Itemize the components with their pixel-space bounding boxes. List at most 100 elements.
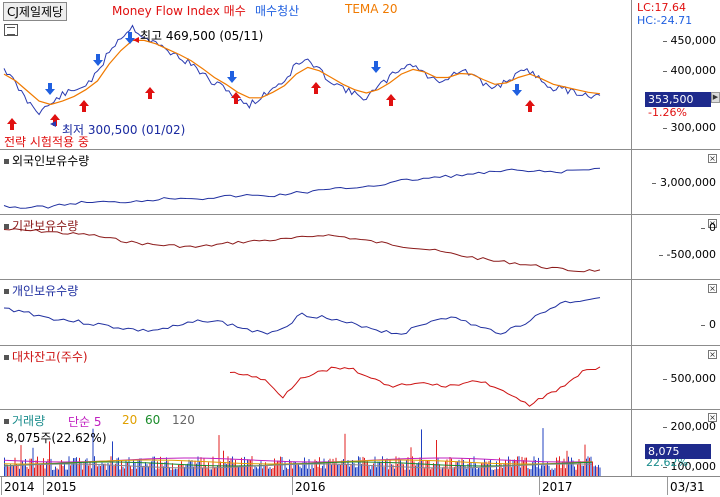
volume-bar bbox=[580, 461, 581, 476]
volume-bar bbox=[154, 456, 155, 476]
volume-title: 거래량 bbox=[4, 412, 45, 429]
short-balance-title-text: 대차잔고(주수) bbox=[12, 350, 88, 364]
short-balance-axis[interactable]: × 500,000 bbox=[632, 346, 720, 409]
volume-bar bbox=[122, 466, 124, 476]
volume-bar bbox=[212, 456, 214, 476]
symbol-label[interactable]: CJ제일제당 bbox=[3, 2, 68, 21]
foreign-plot-area[interactable]: 외국인보유수량 bbox=[0, 150, 632, 214]
volume-bar bbox=[92, 428, 94, 476]
close-pane-icon[interactable]: × bbox=[708, 350, 717, 359]
buy-signal-arrow bbox=[7, 118, 17, 130]
volume-bar bbox=[362, 456, 364, 476]
buy-signal-arrow bbox=[145, 87, 155, 99]
date-label: 2015 bbox=[43, 477, 77, 495]
volume-bar bbox=[575, 469, 577, 476]
volume-bar bbox=[340, 465, 341, 476]
volume-bar bbox=[202, 467, 203, 476]
volume-bar bbox=[391, 464, 392, 476]
volume-bar bbox=[359, 457, 361, 476]
volume-axis[interactable]: × 200,000 100,000 22.62% bbox=[632, 410, 720, 476]
volume-bar bbox=[50, 458, 52, 476]
volume-bar bbox=[271, 469, 272, 476]
buy-signal-arrow bbox=[311, 82, 321, 94]
price-axis[interactable]: LC:17.64 HC:-24.71 450,000 400,000 300,0… bbox=[632, 0, 720, 149]
price-plot-area[interactable]: CJ제일제당 Money Flow Index 매수 매수청산 TEMA 20 … bbox=[0, 0, 632, 149]
date-axis[interactable]: 2014 2015 2016 2017 03/31 bbox=[0, 476, 720, 497]
volume-bar bbox=[448, 469, 449, 476]
price-chart bbox=[3, 24, 601, 130]
volume-bar bbox=[355, 467, 356, 476]
foreign-axis[interactable]: × 3,000,000 bbox=[632, 150, 720, 214]
volume-bar bbox=[409, 469, 410, 476]
foreign-chart bbox=[3, 167, 601, 209]
volume-bar bbox=[389, 459, 391, 476]
volume-bar bbox=[59, 464, 61, 476]
volume-bar bbox=[118, 457, 119, 476]
volume-bar bbox=[308, 459, 310, 476]
scroll-right-icon[interactable]: ▶ bbox=[711, 92, 720, 103]
short-balance-plot-area[interactable]: 대차잔고(주수) bbox=[0, 346, 632, 409]
volume-bar bbox=[581, 465, 583, 476]
volume-bar bbox=[536, 467, 538, 476]
volume-bar bbox=[331, 464, 332, 476]
institution-plot-area[interactable]: 기관보유수량 bbox=[0, 215, 632, 279]
volume-bar bbox=[214, 467, 215, 476]
retail-chart bbox=[3, 297, 601, 335]
close-pane-icon[interactable]: × bbox=[708, 219, 717, 228]
volume-bar bbox=[524, 457, 526, 476]
volume-bar bbox=[17, 465, 19, 476]
volume-bar bbox=[326, 461, 328, 476]
buy-signal-arrow bbox=[525, 100, 535, 112]
volume-bar bbox=[13, 465, 14, 476]
volume-bar bbox=[61, 460, 62, 476]
volume-bar bbox=[394, 468, 395, 476]
volume-bar bbox=[34, 467, 35, 476]
volume-bar bbox=[425, 461, 427, 476]
volume-bar bbox=[280, 456, 281, 476]
volume-bar bbox=[338, 464, 340, 476]
volume-bar bbox=[518, 456, 520, 476]
volume-bar bbox=[539, 468, 541, 476]
volume-plot-area[interactable]: 거래량 단순 5 20 60 120 8,075주(22.62%) bbox=[0, 410, 632, 476]
volume-bar bbox=[415, 465, 416, 476]
volume-bar bbox=[185, 464, 187, 476]
volume-bar bbox=[346, 464, 347, 476]
volume-bar bbox=[91, 468, 92, 476]
volume-bar bbox=[385, 460, 386, 476]
close-pane-icon[interactable]: × bbox=[708, 154, 717, 163]
institution-tick: 0 bbox=[701, 221, 716, 234]
volume-bar bbox=[370, 469, 371, 476]
volume-bar bbox=[226, 464, 227, 476]
volume-bar bbox=[571, 457, 572, 476]
volume-bar bbox=[203, 458, 205, 476]
volume-bar bbox=[208, 462, 209, 476]
foreign-tick: 3,000,000 bbox=[652, 176, 716, 189]
volume-bar bbox=[496, 461, 497, 476]
sell-signal-arrow bbox=[512, 84, 522, 96]
grid-icon[interactable] bbox=[4, 24, 18, 36]
retail-axis[interactable]: × 0 bbox=[632, 280, 720, 345]
volume-bar bbox=[95, 461, 97, 476]
institution-title: 기관보유수량 bbox=[4, 217, 78, 234]
retail-plot-area[interactable]: 개인보유수량 bbox=[0, 280, 632, 345]
volume-bar bbox=[109, 465, 110, 476]
volume-chart bbox=[3, 428, 601, 476]
volume-bar bbox=[178, 464, 179, 476]
tema-series-line bbox=[3, 39, 601, 106]
volume-bar bbox=[224, 462, 226, 476]
sell-signal-arrow bbox=[93, 54, 103, 66]
volume-bar bbox=[298, 463, 299, 476]
buy-signal-arrow bbox=[79, 100, 89, 112]
close-pane-icon[interactable]: × bbox=[708, 413, 717, 422]
volume-bar bbox=[29, 458, 31, 476]
volume-bar bbox=[598, 464, 599, 476]
volume-bar bbox=[406, 459, 407, 476]
close-pane-icon[interactable]: × bbox=[708, 284, 717, 293]
volume-bar bbox=[119, 469, 121, 476]
sell-signal-arrow bbox=[227, 71, 237, 83]
volume-bar bbox=[211, 469, 212, 476]
institution-axis[interactable]: × 0 -500,000 bbox=[632, 215, 720, 279]
volume-bar bbox=[482, 462, 484, 476]
volume-bar bbox=[80, 461, 82, 476]
